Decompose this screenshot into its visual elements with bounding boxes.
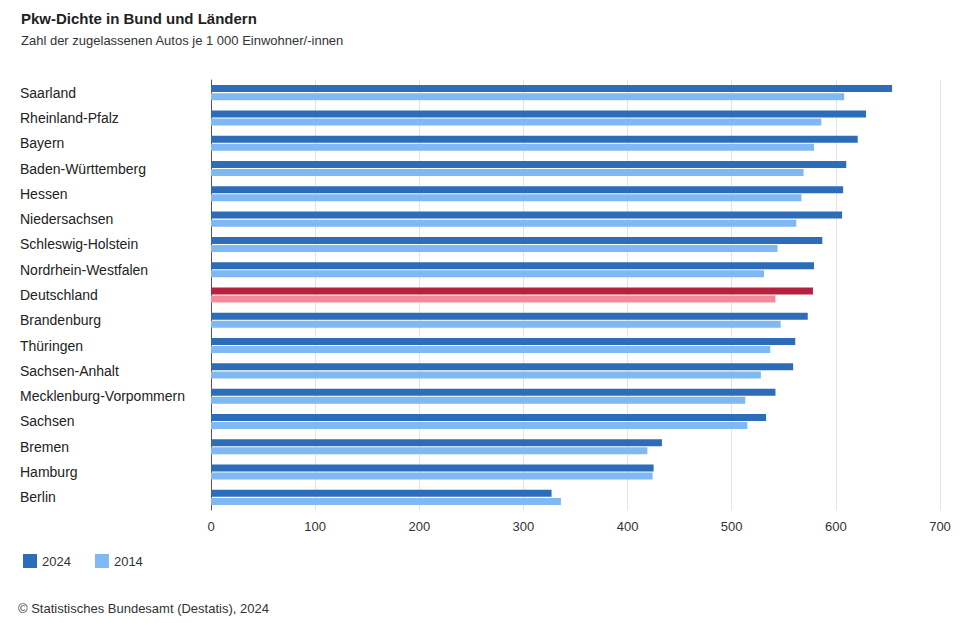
svg-text:Schleswig-Holstein: Schleswig-Holstein xyxy=(20,236,138,252)
svg-text:Bayern: Bayern xyxy=(20,135,64,151)
svg-text:Sachsen-Anhalt: Sachsen-Anhalt xyxy=(20,363,119,379)
svg-text:Sachsen: Sachsen xyxy=(20,413,74,429)
svg-text:Deutschland: Deutschland xyxy=(20,287,98,303)
svg-text:Brandenburg: Brandenburg xyxy=(20,312,101,328)
svg-text:600: 600 xyxy=(825,519,847,534)
svg-text:300: 300 xyxy=(513,519,535,534)
svg-text:Bremen: Bremen xyxy=(20,439,69,455)
svg-text:500: 500 xyxy=(721,519,743,534)
svg-text:Thüringen: Thüringen xyxy=(20,338,83,354)
svg-text:Mecklenburg-Vorpommern: Mecklenburg-Vorpommern xyxy=(20,388,185,404)
svg-text:700: 700 xyxy=(929,519,951,534)
svg-text:Berlin: Berlin xyxy=(20,489,56,505)
svg-text:Hessen: Hessen xyxy=(20,186,67,202)
svg-text:400: 400 xyxy=(617,519,639,534)
svg-text:0: 0 xyxy=(207,519,214,534)
svg-text:Hamburg: Hamburg xyxy=(20,464,78,480)
svg-text:Baden-Württemberg: Baden-Württemberg xyxy=(20,161,146,177)
svg-text:Niedersachsen: Niedersachsen xyxy=(20,211,113,227)
svg-text:© Statistisches Bundesamt (Des: © Statistisches Bundesamt (Destatis), 20… xyxy=(18,601,269,616)
svg-text:Rheinland-Pfalz: Rheinland-Pfalz xyxy=(20,110,119,126)
svg-text:100: 100 xyxy=(304,519,326,534)
svg-text:Saarland: Saarland xyxy=(20,85,76,101)
svg-text:Zahl der zugelassenen Autos je: Zahl der zugelassenen Autos je 1 000 Ein… xyxy=(21,33,343,48)
svg-text:2024: 2024 xyxy=(42,554,71,569)
svg-text:Nordrhein-Westfalen: Nordrhein-Westfalen xyxy=(20,262,148,278)
svg-text:200: 200 xyxy=(408,519,430,534)
svg-text:Pkw-Dichte in Bund und Ländern: Pkw-Dichte in Bund und Ländern xyxy=(21,10,257,27)
svg-text:2014: 2014 xyxy=(114,554,143,569)
